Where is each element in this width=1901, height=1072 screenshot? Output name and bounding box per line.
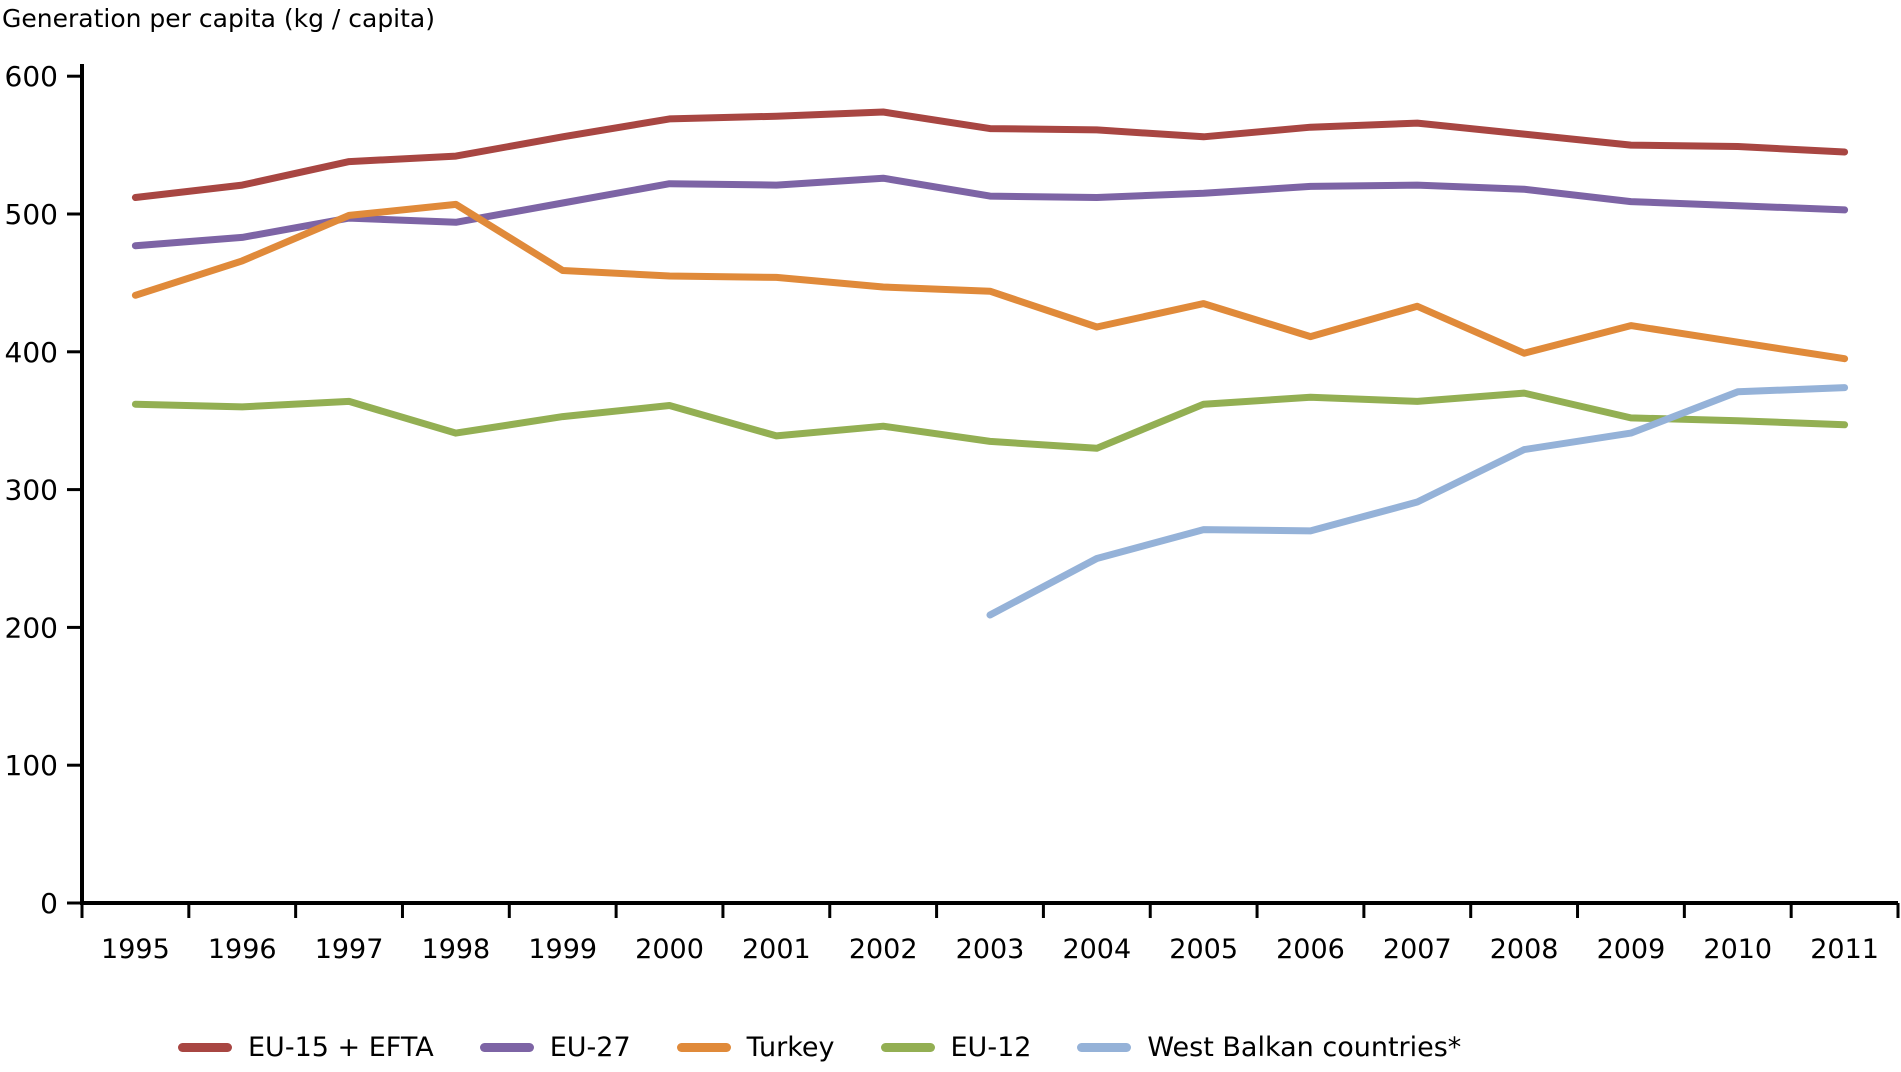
x-axis-tick-label: 2011 [1810,934,1879,965]
legend-label: EU-12 [950,1032,1032,1063]
x-axis-tick-label: 2010 [1703,934,1772,965]
x-axis-tick-label: 2009 [1597,934,1666,965]
x-axis-tick-label: 2006 [1276,934,1345,965]
x-axis-tick-label: 1997 [315,934,384,965]
y-axis-tick-label: 300 [5,474,58,507]
x-axis-tick-label: 2002 [849,934,918,965]
legend-label: Turkey [746,1032,835,1063]
legend-label: EU-27 [549,1032,631,1063]
legend-item-west-balkan-countries: West Balkan countries* [1077,1032,1461,1063]
legend-swatch [676,1043,731,1052]
legend-label: West Balkan countries* [1147,1032,1462,1063]
series-line-west-balkan-countries [986,384,1849,619]
legend-item-eu-15-efta: EU-15 + EFTA [178,1032,434,1063]
x-axis-tick-label: 1999 [528,934,597,965]
y-axis-tick-label: 500 [5,198,58,231]
series-line-eu-15-efta [131,108,1849,201]
y-axis-tick-label: 0 [40,887,58,920]
y-axis-tick-label: 600 [5,60,58,93]
x-axis-tick-label: 2003 [956,934,1025,965]
legend-swatch [479,1043,534,1052]
x-axis-tick-label: 2001 [742,934,811,965]
chart-legend: EU-15 + EFTA EU-27 Turkey EU-12 West Balkan … [178,1032,1461,1063]
x-axis-tick-label: 2008 [1490,934,1559,965]
series-line-eu-12 [131,389,1849,452]
x-axis-tick-label: 1996 [208,934,277,965]
y-axis-tick-label: 100 [5,749,58,782]
legend-swatch [1077,1043,1132,1052]
legend-item-eu-12: EU-12 [880,1032,1032,1063]
x-axis-tick-label: 2000 [635,934,704,965]
legend-swatch [178,1043,232,1052]
legend-label: EU-15 + EFTA [248,1032,434,1063]
series-line-eu-27 [131,174,1849,250]
x-axis-tick-label: 1998 [422,934,491,965]
chart-title: Generation per capita (kg / capita) [2,4,436,33]
legend-item-eu-27: EU-27 [479,1032,631,1063]
y-axis-tick-label: 400 [5,336,58,369]
y-axis-tick-label: 200 [5,611,58,644]
x-axis-tick-label: 1995 [101,934,170,965]
x-axis-tick-label: 2004 [1062,934,1131,965]
line-chart-plot: 0 100 200 300 400 500 600 1995 1996 1997 1998 1999 2… [5,60,1900,965]
legend-swatch [880,1043,935,1052]
series-line-turkey [131,200,1849,363]
x-axis-tick-label: 2005 [1169,934,1238,965]
x-axis-tick-label: 2007 [1383,934,1452,965]
legend-item-turkey: Turkey [676,1032,835,1063]
